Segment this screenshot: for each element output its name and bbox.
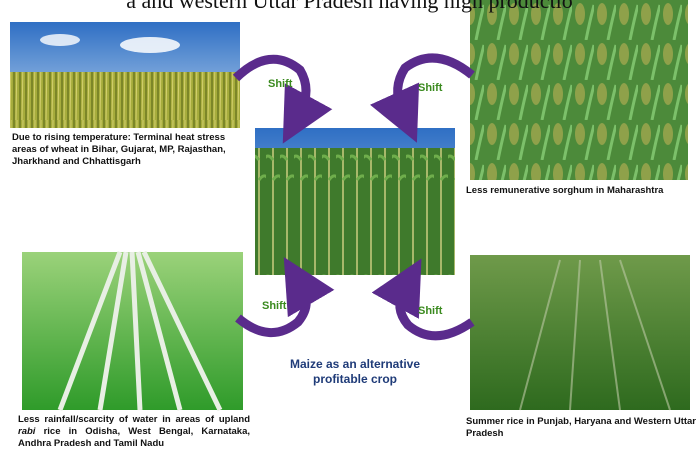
diagram: a and western Uttar Pradesh having high …	[0, 0, 699, 450]
wheat-photo	[10, 22, 240, 128]
caption-part: rice in Odisha, West Bengal, Karnataka, …	[18, 426, 250, 449]
sorghum-photo	[470, 0, 688, 180]
shift-label: Shift	[262, 300, 286, 312]
center-label: Maize as an alternative profitable crop	[270, 357, 440, 387]
shift-label: Shift	[268, 78, 292, 90]
shift-label: Shift	[418, 82, 442, 94]
cut-header: a and western Uttar Pradesh having high …	[0, 0, 699, 14]
caption: Less rainfall/scarcity of water in areas…	[18, 414, 250, 450]
summer-rice-photo	[470, 255, 690, 410]
rabi-rice-photo	[22, 252, 243, 410]
caption: Less remunerative sorghum in Maharashtra	[466, 185, 696, 197]
caption: Due to rising temperature: Terminal heat…	[12, 132, 237, 168]
maize-photo	[255, 128, 455, 275]
shift-label: Shift	[418, 305, 442, 317]
caption-part: Less rainfall/scarcity of water in areas…	[18, 414, 250, 425]
caption: Summer rice in Punjab, Haryana and Weste…	[466, 416, 696, 440]
caption-part: rabi	[18, 426, 35, 437]
